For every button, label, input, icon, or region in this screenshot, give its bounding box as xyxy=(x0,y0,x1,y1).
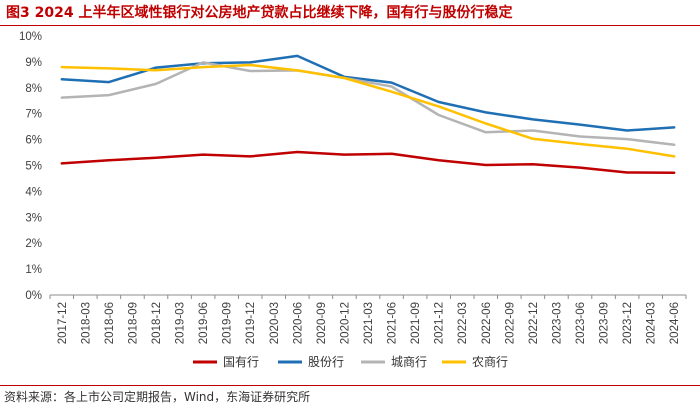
x-tick-label: 2019-12 xyxy=(245,302,257,344)
x-tick-label: 2019-03 xyxy=(175,302,187,344)
legend-label: 农商行 xyxy=(472,354,508,369)
y-tick-label: 0% xyxy=(25,290,42,302)
x-axis-ticks: 2017-12 2018-03 2018-06 2018-09 2018-12 2019-… xyxy=(57,302,681,344)
y-tick-label: 5% xyxy=(25,161,42,173)
x-tick-label: 2023-09 xyxy=(599,302,611,344)
x-tick-label: 2022-06 xyxy=(481,302,493,344)
title-divider xyxy=(0,25,700,26)
line-chart: 0%1%2%3%4%5%6%7%8%9%10% 2017-12 2018-03 20… xyxy=(19,31,687,369)
x-tick-label: 2021-03 xyxy=(363,302,375,344)
legend-label: 国有行 xyxy=(223,355,259,369)
y-tick-label: 3% xyxy=(25,212,42,224)
x-tick-label: 2021-06 xyxy=(387,302,399,344)
source-note: 资料来源：各上市公司定期报告，Wind，东海证券研究所 xyxy=(4,390,311,404)
x-tick-label: 2020-12 xyxy=(339,302,351,344)
x-tick-label: 2022-12 xyxy=(528,302,540,344)
x-tick-label: 2019-09 xyxy=(222,302,234,344)
x-tick-label: 2023-06 xyxy=(575,302,587,344)
x-tick-label: 2018-03 xyxy=(80,302,92,344)
x-tick-label: 2023-03 xyxy=(551,302,563,344)
y-tick-label: 6% xyxy=(25,135,42,147)
series-line-城商行 xyxy=(60,61,676,147)
y-tick-label: 2% xyxy=(25,238,42,250)
y-tick-label: 9% xyxy=(25,57,42,69)
y-tick-label: 4% xyxy=(25,186,42,198)
series-line-国有行 xyxy=(60,150,676,175)
x-tick-label: 2024-06 xyxy=(669,302,681,344)
legend-label: 城商行 xyxy=(391,354,427,369)
series-line-股份行 xyxy=(60,54,676,132)
y-tick-label: 1% xyxy=(25,264,42,276)
chart-title: 图3 2024 上半年区域性银行对公房地产贷款占比继续下降，国有行与股份行稳定 xyxy=(6,5,513,21)
x-tick-label: 2020-06 xyxy=(292,302,304,344)
x-tick-label: 2020-09 xyxy=(316,302,328,344)
legend-label: 股份行 xyxy=(308,355,344,369)
x-tick-label: 2018-12 xyxy=(151,302,163,344)
source-divider xyxy=(0,385,700,386)
y-axis-ticks: 0% 1% 2% 3% 4% 5% 6% 7% 8% 9% 10% xyxy=(19,31,42,302)
chart-legend: 国有行 股份行 城商行 农商行 xyxy=(193,354,508,369)
x-tick-label: 2017-12 xyxy=(57,302,69,344)
x-tick-label: 2020-03 xyxy=(269,302,281,344)
series-line-农商行 xyxy=(60,63,676,158)
x-tick-label: 2018-09 xyxy=(127,302,139,344)
x-tick-label: 2021-09 xyxy=(410,302,422,344)
x-tick-label: 2022-09 xyxy=(504,302,516,344)
y-tick-label: 8% xyxy=(25,83,42,95)
x-tick-label: 2022-03 xyxy=(457,302,469,344)
chart-axes xyxy=(49,294,687,299)
y-tick-label: 10% xyxy=(19,31,42,43)
y-tick-label: 7% xyxy=(25,109,42,121)
x-tick-label: 2018-06 xyxy=(104,302,116,344)
x-tick-label: 2019-06 xyxy=(198,302,210,344)
x-tick-label: 2021-12 xyxy=(434,302,446,344)
series-lines xyxy=(60,54,676,175)
x-tick-label: 2023-12 xyxy=(622,302,634,344)
x-tick-label: 2024-03 xyxy=(646,302,658,344)
